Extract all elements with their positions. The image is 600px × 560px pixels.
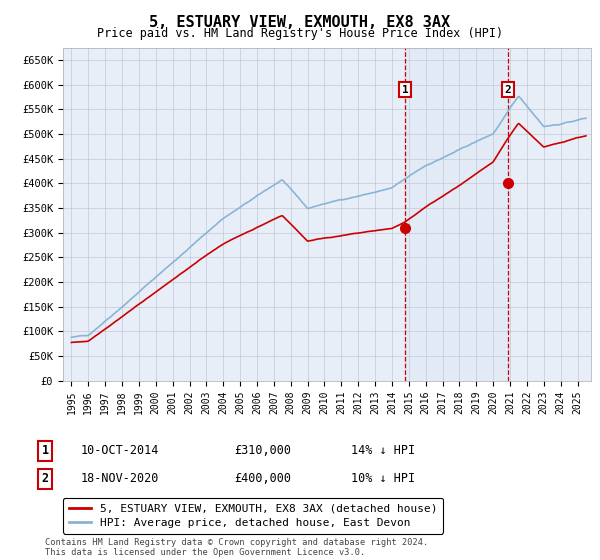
Bar — [405, 48, 508, 381]
Text: 2: 2 — [41, 472, 49, 486]
Text: Contains HM Land Registry data © Crown copyright and database right 2024.
This d: Contains HM Land Registry data © Crown c… — [45, 538, 428, 557]
Text: 2: 2 — [505, 85, 512, 95]
Text: 10% ↓ HPI: 10% ↓ HPI — [351, 472, 415, 486]
Text: Price paid vs. HM Land Registry's House Price Index (HPI): Price paid vs. HM Land Registry's House … — [97, 27, 503, 40]
Legend: 5, ESTUARY VIEW, EXMOUTH, EX8 3AX (detached house), HPI: Average price, detached: 5, ESTUARY VIEW, EXMOUTH, EX8 3AX (detac… — [63, 498, 443, 534]
Text: 14% ↓ HPI: 14% ↓ HPI — [351, 444, 415, 458]
Text: 1: 1 — [41, 444, 49, 458]
Text: £310,000: £310,000 — [234, 444, 291, 458]
Text: 5, ESTUARY VIEW, EXMOUTH, EX8 3AX: 5, ESTUARY VIEW, EXMOUTH, EX8 3AX — [149, 15, 451, 30]
Text: 10-OCT-2014: 10-OCT-2014 — [81, 444, 160, 458]
Text: £400,000: £400,000 — [234, 472, 291, 486]
Text: 1: 1 — [402, 85, 409, 95]
Text: 18-NOV-2020: 18-NOV-2020 — [81, 472, 160, 486]
